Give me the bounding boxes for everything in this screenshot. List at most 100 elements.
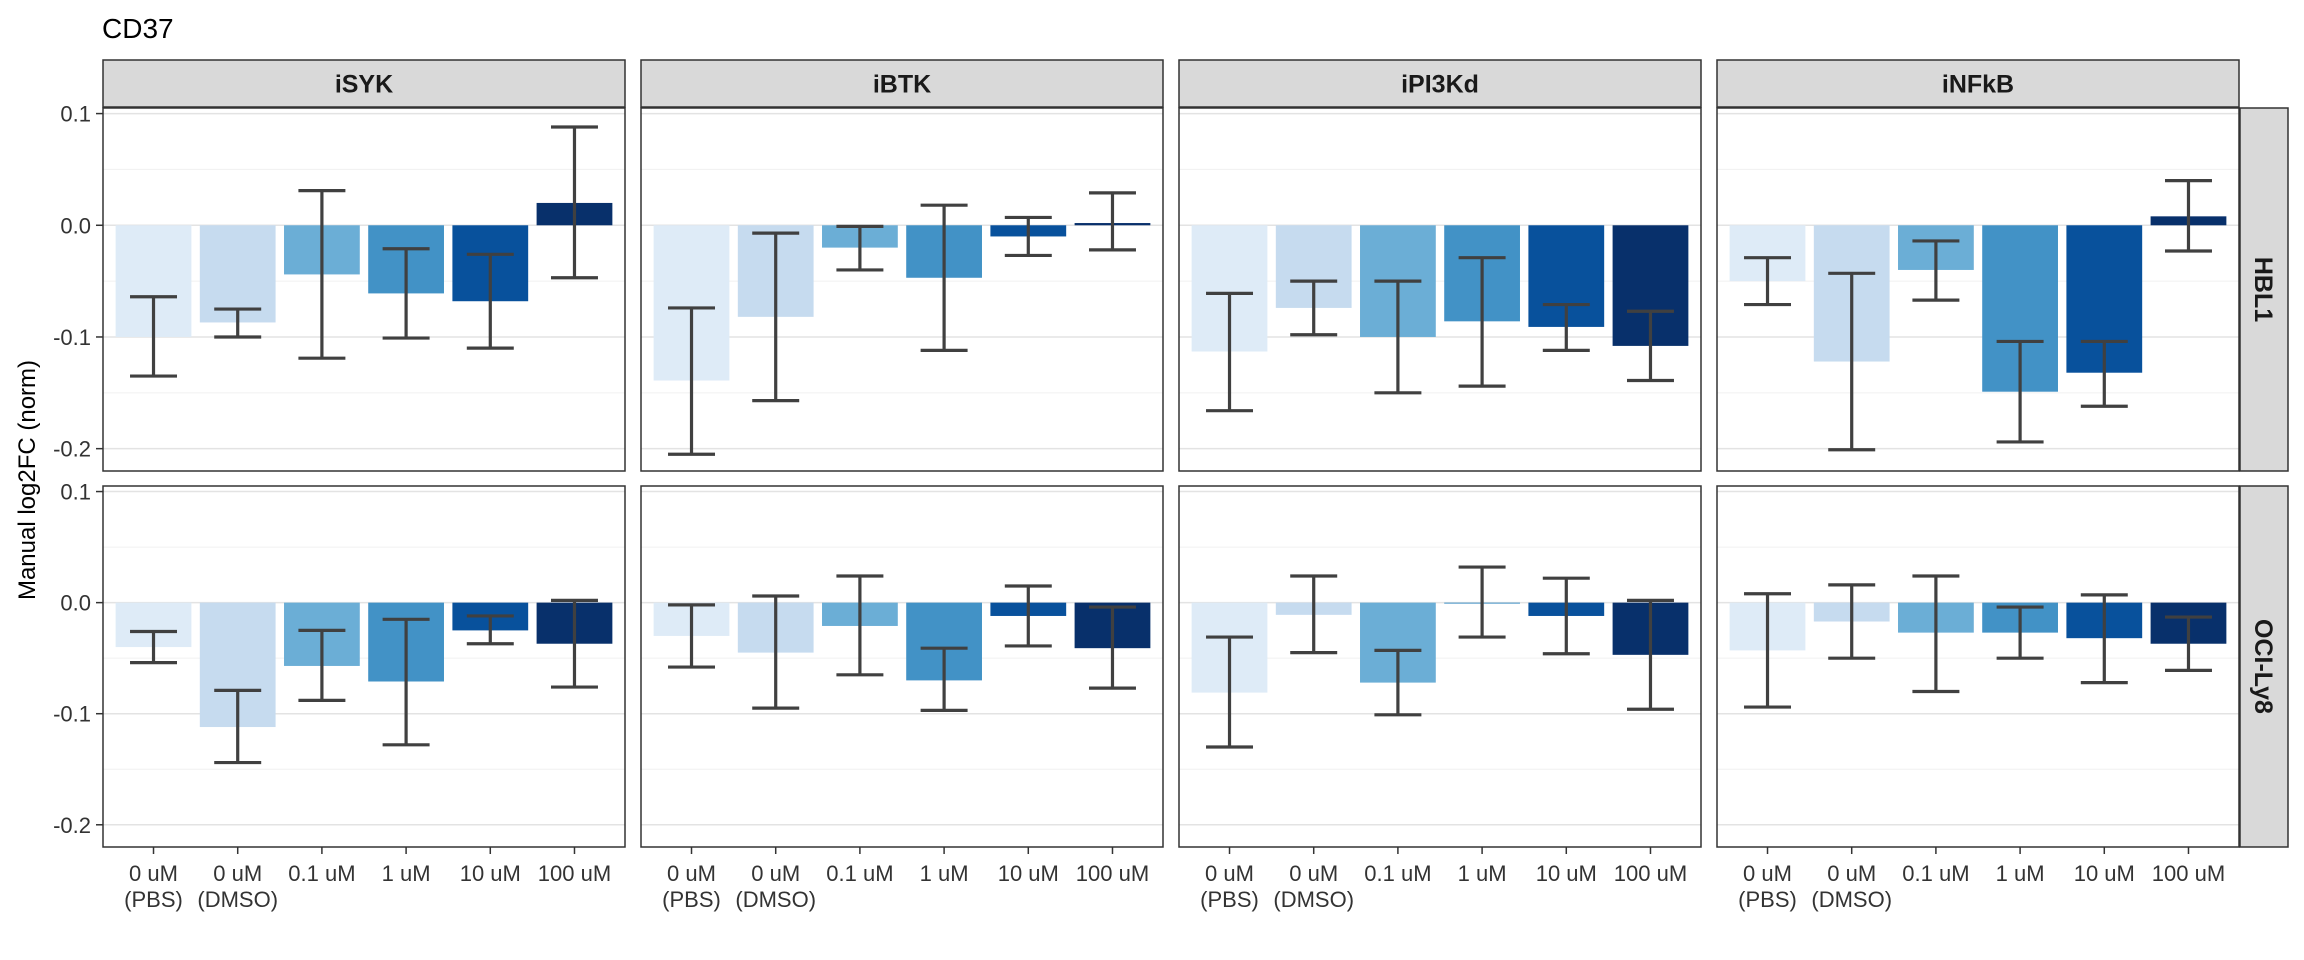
- error-bar: [752, 594, 800, 710]
- panel-border: [1716, 485, 2240, 848]
- x-tick-label: 0 uM: [1289, 861, 1338, 886]
- y-tick-label: -0.1: [53, 325, 91, 350]
- panel-hbl1-infkb: [1716, 107, 2240, 472]
- x-tick-label: 100 uM: [2152, 861, 2225, 886]
- x-tick-label: 100 uM: [1614, 861, 1687, 886]
- error-bar: [2164, 615, 2212, 672]
- panel-border: [640, 485, 1164, 848]
- x-tick-label: 1 uM: [920, 861, 969, 886]
- x-tick-label-line2: (PBS): [662, 887, 721, 912]
- y-tick-label: 0.0: [60, 213, 91, 238]
- column-strip-label: iPI3Kd: [1401, 71, 1479, 99]
- error-bar: [466, 252, 514, 350]
- error-bar: [836, 224, 884, 272]
- column-strip-background: [1178, 59, 1702, 108]
- error-bar: [1458, 565, 1506, 639]
- column-strip-isyk: iSYK: [102, 59, 626, 108]
- y-axis-title: Manual log2FC (norm): [14, 360, 41, 600]
- error-bar: [130, 295, 178, 378]
- error-bar: [668, 306, 716, 456]
- panel-border: [1178, 107, 1702, 472]
- chart-title: CD37: [102, 13, 174, 44]
- error-bar: [382, 617, 430, 747]
- panel-background: [103, 486, 625, 847]
- error-bar: [1290, 279, 1338, 337]
- error-bar: [298, 189, 346, 360]
- error-bar: [752, 231, 800, 403]
- error-bar: [214, 688, 262, 765]
- panel-hbl1-isyk: 0.1 0.0 -0.1 -0.2: [53, 102, 626, 472]
- y-tick-label: -0.2: [53, 813, 91, 838]
- error-bar: [1458, 256, 1506, 388]
- error-bar: [1996, 339, 2044, 444]
- error-bar: [382, 247, 430, 340]
- error-bar: [2164, 179, 2212, 253]
- error-bar: [550, 125, 598, 280]
- row-strip-hbl1: HBL1: [2239, 107, 2289, 472]
- error-bar: [1374, 279, 1422, 395]
- x-tick-label: 10 uM: [2074, 861, 2135, 886]
- x-tick-label: 0.1 uM: [1364, 861, 1431, 886]
- row-strip-oci-ly8: OCI-Ly8: [2239, 485, 2289, 848]
- error-bar: [920, 646, 968, 712]
- error-bar: [1088, 191, 1136, 252]
- error-bar: [1744, 592, 1792, 709]
- error-bar: [1206, 291, 1254, 413]
- x-tick-label: 0.1 uM: [288, 861, 355, 886]
- error-bar: [1290, 574, 1338, 655]
- error-bar: [1088, 605, 1136, 690]
- row-strip-label: HBL1: [2249, 257, 2277, 322]
- x-tick-label: 0 uM: [667, 861, 716, 886]
- panel-border: [102, 485, 626, 848]
- error-bar: [1206, 635, 1254, 749]
- column-strip-background: [1716, 59, 2240, 108]
- panel-oci-ly8-infkb: 0 uM(PBS)0 uM(DMSO)0.1 uM 1 uM 10 uM 100 uM: [1716, 485, 2240, 912]
- error-bar: [298, 628, 346, 702]
- error-bar: [1004, 584, 1052, 648]
- x-tick-label-line2: (DMSO): [197, 887, 278, 912]
- x-tick-label: 10 uM: [460, 861, 521, 886]
- x-tick-label: 0 uM: [213, 861, 262, 886]
- x-tick-label: 10 uM: [1536, 861, 1597, 886]
- panel-background: [1717, 486, 2239, 847]
- error-bar: [2080, 593, 2128, 685]
- x-tick-label: 100 uM: [1076, 861, 1149, 886]
- error-bar: [1912, 239, 1960, 302]
- x-tick-label-line2: (DMSO): [1811, 887, 1892, 912]
- error-bar: [1996, 605, 2044, 660]
- error-bar: [1374, 648, 1422, 717]
- error-bar: [1626, 598, 1674, 711]
- y-tick-label: 0.0: [60, 591, 91, 616]
- panel-border: [1716, 107, 2240, 472]
- y-tick-label: 0.1: [60, 102, 91, 127]
- x-tick-label-line2: (PBS): [124, 887, 183, 912]
- panel-border: [102, 107, 626, 472]
- row-strip-background: [2239, 485, 2289, 848]
- panel-border: [1178, 485, 1702, 848]
- column-strip-ipi3kd: iPI3Kd: [1178, 59, 1702, 108]
- x-tick-label: 0 uM: [1205, 861, 1254, 886]
- x-tick-label-line2: (PBS): [1200, 887, 1259, 912]
- column-strip-background: [640, 59, 1164, 108]
- x-tick-label: 0 uM: [751, 861, 800, 886]
- error-bar: [1828, 271, 1876, 452]
- panel-oci-ly8-isyk: 0.10.0-0.1-0.20 uM(PBS)0 uM(DMSO)0.1 uM 1…: [53, 480, 626, 912]
- panel-border: [640, 107, 1164, 472]
- x-tick-label: 0.1 uM: [1902, 861, 1969, 886]
- panel-hbl1-ibtk: [640, 107, 1164, 472]
- x-tick-label: 10 uM: [998, 861, 1059, 886]
- column-strip-label: iBTK: [873, 71, 931, 99]
- column-strip-infkb: iNFkB: [1716, 59, 2240, 108]
- error-bar: [1004, 215, 1052, 258]
- x-tick-label: 1 uM: [382, 861, 431, 886]
- bar-0-um-dmso: [199, 225, 276, 323]
- y-tick-label: 0.1: [60, 480, 91, 505]
- panel-background: [1717, 108, 2239, 471]
- error-bar: [130, 629, 178, 665]
- error-bar: [214, 307, 262, 339]
- x-tick-label: 100 uM: [538, 861, 611, 886]
- y-tick-label: -0.1: [53, 702, 91, 727]
- error-bar: [1828, 583, 1876, 660]
- error-bar: [668, 603, 716, 669]
